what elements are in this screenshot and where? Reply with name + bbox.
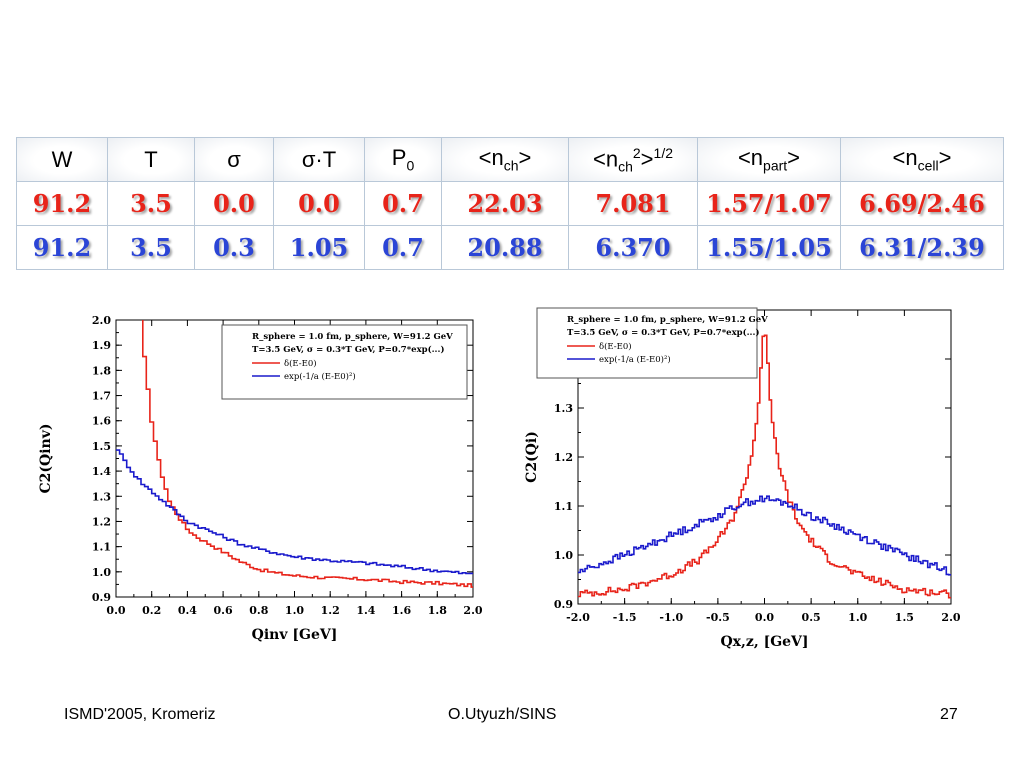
legend-params-line1: R_sphere = 1.0 fm, p_sphere, W=91.2 GeV [252,332,453,342]
y-tick-label: 1.1 [554,500,573,513]
legend-box [536,307,758,379]
x-tick-label: 1.4 [356,604,375,617]
table-cell: 91.2 [16,225,108,270]
table-header-row: W T σ σ·T P0 <nch> <nch2>1/2 <npart> <nc… [16,137,1004,182]
header-npart: <npart> [697,137,841,182]
legend-series-label: δ(E-E0) [599,341,632,352]
x-tick-label: 0.5 [802,611,821,624]
legend-params-line2: T=3.5 GeV, σ = 0.3*T GeV, P=0.7*exp(...) [252,344,445,355]
header-nch: <nch> [441,137,569,182]
legend-series-label: exp(-1/a (E-E0)²) [284,371,356,382]
x-tick-label: 1.8 [428,604,447,617]
y-tick-label: 1.8 [92,364,111,377]
table-cell: 1.05 [273,225,365,270]
x-tick-label: -2.0 [566,611,590,624]
qinv-correlation-chart: 0.9 1.0 1.1 1.2 1.3 1.4 1.5 1.6 1.7 1.8 1.9 2.0 0.0 0… [38,314,483,643]
table-cell: 3.5 [107,225,195,270]
header-w: W [16,137,108,182]
y-tick-label: 2.0 [92,314,111,327]
x-tick-label: 1.0 [848,611,867,624]
y-tick-label: 1.9 [92,339,111,352]
y-tick-label: 1.1 [92,541,111,554]
qxz-correlation-chart: 0.91.01.11.21.31.4-2.0-1.5-1.0-0.50.00.5… [524,307,961,650]
header-t: T [107,137,195,182]
x-tick-label: 0.0 [755,611,774,624]
header-p0: P0 [364,137,442,182]
table-row: 91.2 3.5 0.3 1.05 0.7 20.88 6.370 1.55/1… [16,225,1004,270]
y-tick-label: 0.9 [92,591,111,604]
x-tick-label: 0.0 [106,604,125,617]
x-tick-label: 2.0 [463,604,482,617]
table-cell: 22.03 [441,181,569,226]
y-axis-label: C2(Qinv) [38,424,54,494]
table-cell: 0.0 [194,181,274,226]
table-row: 91.2 3.5 0.0 0.0 0.7 22.03 7.081 1.57/1.… [16,181,1004,226]
y-tick-label: 1.7 [92,390,111,403]
table-cell: 91.2 [16,181,108,226]
y-tick-label: 1.4 [92,465,111,478]
x-axis-label: Qx,z, [GeV] [720,634,808,650]
header-sigma-t: σ·T [273,137,365,182]
header-nch2: <nch2>1/2 [568,137,698,182]
table-cell: 6.370 [568,225,698,270]
y-axis-label: C2(Qi) [524,431,540,483]
series-group [116,320,473,588]
x-tick-label: 2.0 [941,611,960,624]
y-tick-label: 1.2 [554,451,573,464]
table-cell: 0.7 [364,225,442,270]
header-ncell: <ncell> [840,137,1004,182]
table-cell: 7.081 [568,181,698,226]
y-tick-label: 1.3 [554,402,573,415]
legend-params-line1: R_sphere = 1.0 fm, p_sphere, W=91.2 GeV [567,315,768,325]
y-tick-label: 1.6 [92,415,111,428]
header-sigma: σ [194,137,274,182]
x-tick-label: 0.2 [142,604,161,617]
series-line-delta [578,334,951,599]
x-tick-label: 0.4 [178,604,197,617]
series-line-exp [578,495,951,576]
table-cell: 0.3 [194,225,274,270]
parameter-table: W T σ σ·T P0 <nch> <nch2>1/2 <npart> <nc… [16,137,1004,270]
legend-series-label: exp(-1/a (E-E0)²) [599,354,671,365]
x-tick-label: 1.5 [895,611,914,624]
table-cell: 6.69/2.46 [840,181,1004,226]
x-tick-label: 0.6 [214,604,233,617]
series-group [578,334,951,599]
x-tick-label: 0.8 [249,604,268,617]
y-tick-label: 1.5 [92,440,111,453]
table-cell: 1.55/1.05 [697,225,841,270]
x-tick-label: 1.6 [392,604,411,617]
x-tick-label: -1.0 [659,611,683,624]
table-cell: 6.31/2.39 [840,225,1004,270]
y-tick-label: 0.9 [554,598,573,611]
legend-box [221,324,468,400]
x-tick-label: 1.2 [321,604,340,617]
legend-series-label: δ(E-E0) [284,358,317,369]
footer-page-number: 27 [940,706,958,723]
table-cell: 20.88 [441,225,569,270]
footer-author: O.Utyuzh/SINS [448,706,557,723]
x-tick-label: -1.5 [613,611,637,624]
table-cell: 1.57/1.07 [697,181,841,226]
x-tick-label: -0.5 [706,611,730,624]
y-tick-label: 1.3 [92,490,111,503]
x-axis-label: Qinv [GeV] [252,627,338,643]
table-cell: 0.7 [364,181,442,226]
table-cell: 3.5 [107,181,195,226]
y-tick-label: 1.2 [92,515,111,528]
series-line-exp [116,449,473,575]
legend-params-line2: T=3.5 GeV, σ = 0.3*T GeV, P=0.7*exp(...) [567,327,760,338]
table-cell: 0.0 [273,181,365,226]
y-tick-label: 1.0 [554,549,573,562]
footer-conference: ISMD'2005, Kromeriz [64,706,216,723]
series-line-delta [142,320,473,588]
x-tick-label: 1.0 [285,604,304,617]
y-tick-label: 1.0 [92,566,111,579]
